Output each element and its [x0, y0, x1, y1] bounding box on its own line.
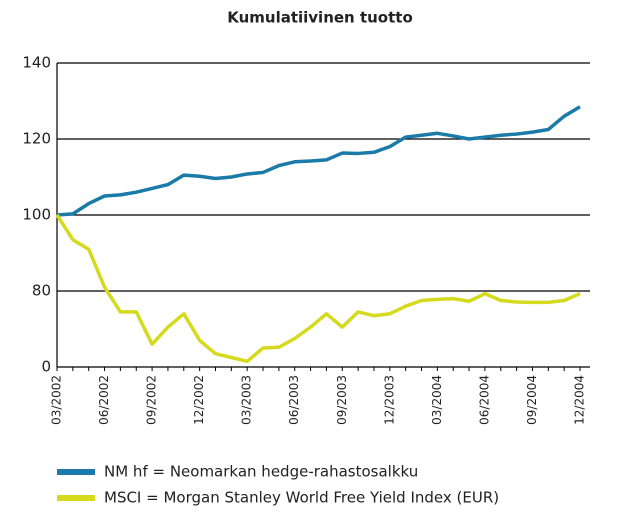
- x-tick-label: 03/2002: [50, 375, 64, 425]
- legend-label: NM hf = Neomarkan hedge-rahastosalkku: [104, 463, 418, 481]
- x-tick-label: 03/2003: [240, 375, 254, 425]
- y-tick-label: 120: [22, 130, 51, 148]
- x-tick-label: 06/2004: [477, 375, 491, 425]
- x-tick-label: 12/2003: [382, 375, 396, 425]
- x-tick-label: 03/2004: [430, 375, 444, 425]
- legend-label: MSCI = Morgan Stanley World Free Yield I…: [104, 489, 499, 507]
- series-line: [56, 105, 581, 217]
- x-tick-label: 12/2002: [192, 375, 206, 425]
- y-tick-label: 140: [22, 54, 51, 72]
- y-tick-label: 80: [32, 282, 51, 300]
- x-tick-label: 06/2002: [97, 375, 111, 425]
- x-tick-label: 12/2004: [573, 375, 587, 425]
- y-tick-label: 100: [22, 206, 51, 224]
- x-tick-label: 06/2003: [287, 375, 301, 425]
- chart-title: Kumulatiivinen tuotto: [227, 9, 413, 27]
- series-line: [55, 214, 581, 364]
- x-tick-label: 09/2004: [525, 375, 539, 425]
- x-tick-label: 09/2003: [335, 375, 349, 425]
- y-tick-label: 0: [41, 358, 51, 376]
- x-tick-label: 09/2002: [145, 375, 159, 425]
